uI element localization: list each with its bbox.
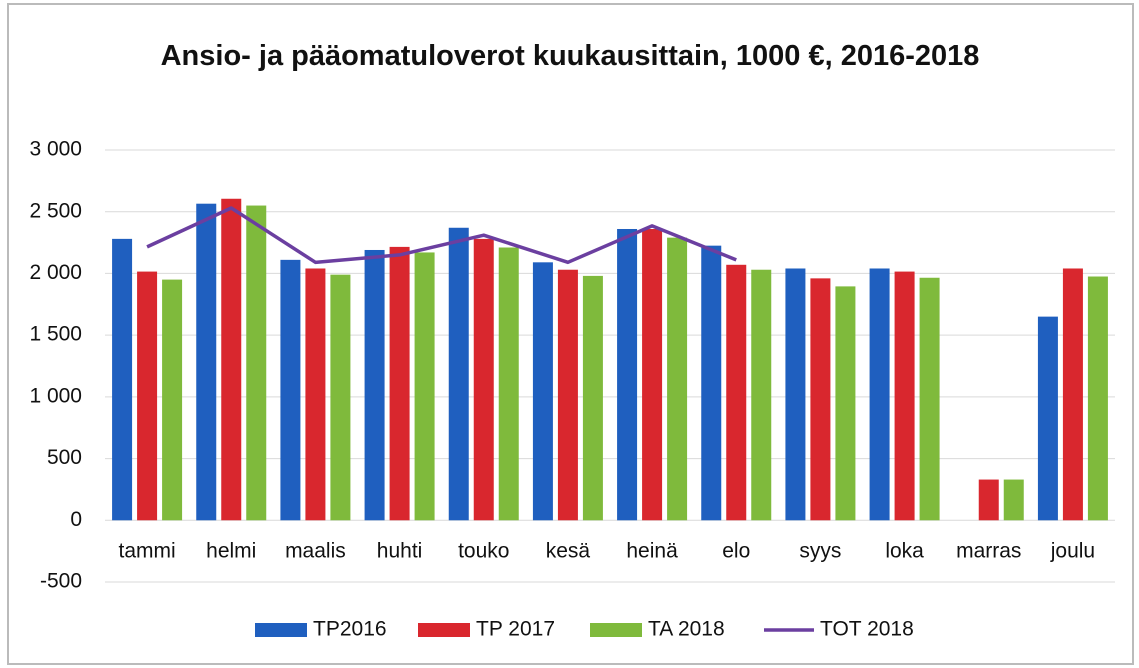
- legend-label: TP2016: [313, 618, 387, 641]
- bar: [414, 252, 435, 521]
- legend-swatch: [590, 623, 642, 637]
- y-tick-label: -500: [40, 570, 82, 593]
- bar: [557, 269, 578, 521]
- legend-swatch: [255, 623, 307, 637]
- bar: [305, 268, 326, 521]
- bar: [785, 268, 806, 521]
- chart-title: Ansio- ja pääomatuloverot kuukausittain,…: [160, 40, 980, 72]
- y-tick-label: 3 000: [29, 138, 82, 161]
- bar: [532, 262, 553, 521]
- bar: [473, 238, 494, 521]
- x-tick-label: helmi: [206, 540, 256, 563]
- y-tick-label: 1 000: [29, 384, 82, 407]
- x-tick-label: loka: [885, 540, 924, 563]
- bar: [667, 237, 688, 521]
- y-tick-label: 0: [70, 508, 82, 531]
- bar: [137, 271, 158, 521]
- bar: [1062, 268, 1083, 521]
- bar: [617, 228, 638, 521]
- bar: [919, 277, 940, 521]
- bar: [196, 203, 217, 521]
- bar: [246, 205, 267, 521]
- bar: [1037, 316, 1058, 521]
- y-tick-label: 500: [47, 446, 82, 469]
- x-tick-label: marras: [956, 540, 1021, 563]
- bar: [726, 264, 747, 521]
- y-tick-label: 1 500: [29, 323, 82, 346]
- x-tick-label: tammi: [118, 540, 175, 563]
- bar: [701, 245, 722, 521]
- x-tick-label: elo: [722, 540, 750, 563]
- legend-swatch: [418, 623, 470, 637]
- legend-label: TP 2017: [476, 618, 555, 641]
- x-tick-label: maalis: [285, 540, 346, 563]
- bar: [1003, 479, 1024, 521]
- bar: [112, 238, 133, 521]
- bar: [582, 275, 603, 521]
- bar: [1087, 276, 1108, 521]
- bar: [162, 279, 183, 521]
- bar: [498, 247, 519, 521]
- bar: [869, 268, 890, 521]
- x-tick-label: joulu: [1050, 540, 1095, 563]
- bar: [642, 228, 663, 521]
- bar: [389, 246, 410, 521]
- x-tick-label: touko: [458, 540, 509, 563]
- y-tick-label: 2 000: [29, 261, 82, 284]
- bar: [835, 286, 856, 521]
- y-tick-label: 2 500: [29, 199, 82, 222]
- bar: [978, 479, 999, 521]
- line: [146, 206, 737, 265]
- legend-label: TA 2018: [648, 618, 725, 641]
- bar: [364, 249, 385, 521]
- bar: [448, 227, 469, 521]
- legend-label: TOT 2018: [820, 618, 914, 641]
- x-tick-label: huhti: [377, 540, 423, 563]
- bar: [751, 269, 772, 521]
- bar: [894, 271, 915, 521]
- bar: [221, 198, 242, 521]
- bar: [280, 259, 301, 521]
- bar: [810, 278, 831, 521]
- bar: [330, 274, 351, 521]
- x-tick-label: heinä: [626, 540, 678, 563]
- x-tick-label: syys: [799, 540, 841, 563]
- x-tick-label: kesä: [546, 540, 591, 563]
